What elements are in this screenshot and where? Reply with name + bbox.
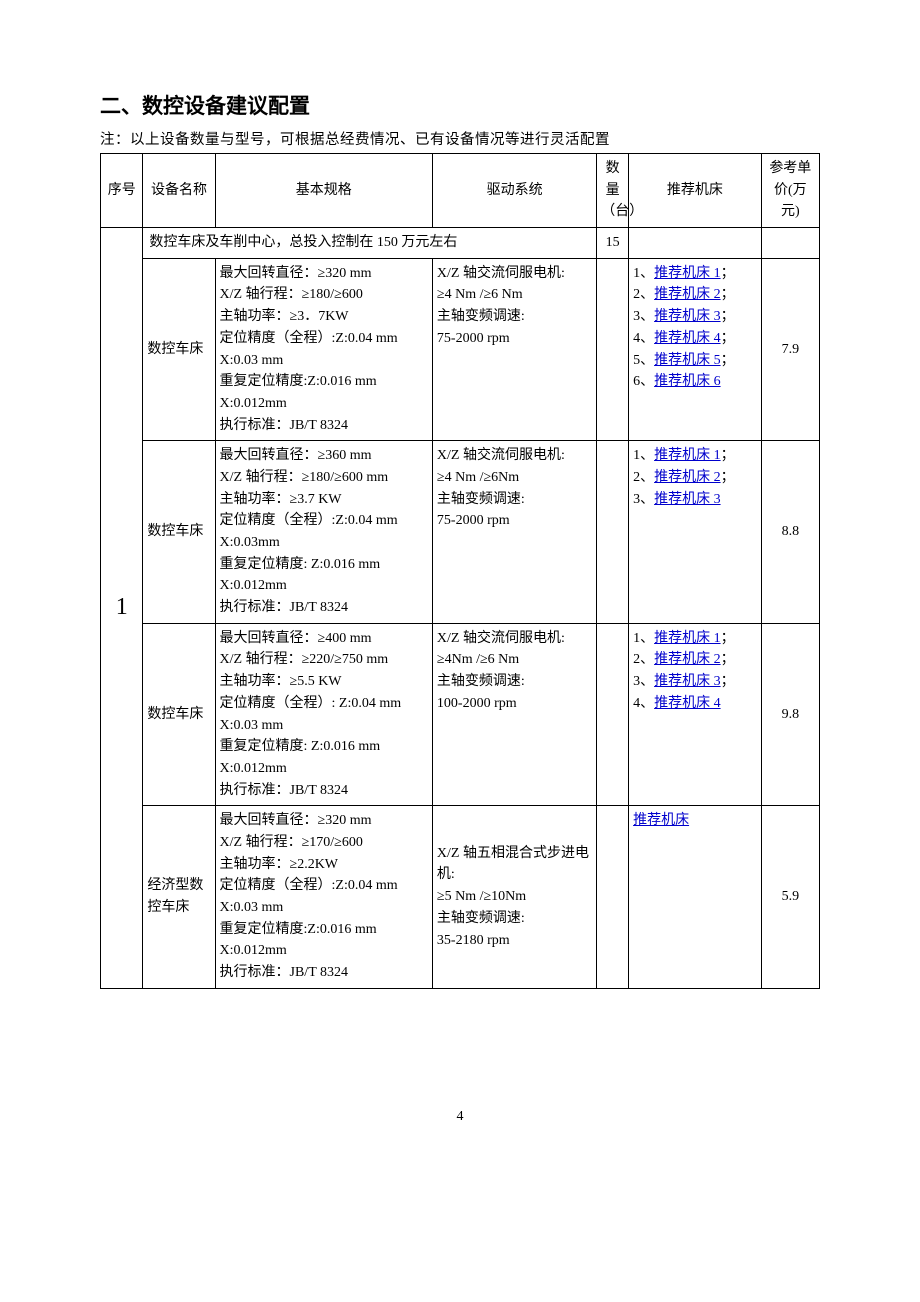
price-cell: 9.8 [761, 623, 819, 806]
spec-cell: 最大回转直径：≥320 mmX/Z 轴行程：≥170/≥600主轴功率：≥2.2… [215, 806, 432, 989]
page-number: 4 [100, 1109, 820, 1125]
spec-cell: 最大回转直径：≥360 mmX/Z 轴行程：≥180/≥600 mm主轴功率：≥… [215, 441, 432, 624]
spec-cell: 最大回转直径：≥320 mmX/Z 轴行程：≥180/≥600主轴功率：≥3．7… [215, 258, 432, 441]
recommend-link[interactable]: 推荐机床 1 [654, 448, 721, 463]
qty-cell [597, 623, 629, 806]
col-header-spec: 基本规格 [215, 154, 432, 228]
recommend-cell: 推荐机床 [629, 806, 762, 989]
recommend-link[interactable]: 推荐机床 2 [654, 470, 721, 485]
recommend-link[interactable]: 推荐机床 2 [654, 652, 721, 667]
drive-cell: X/Z 轴五相混合式步进电机:≥5 Nm /≥10Nm主轴变频调速:35-218… [432, 806, 596, 989]
section-row: 1数控车床及车削中心，总投入控制在 150 万元左右15 [101, 228, 820, 259]
recommend-link[interactable]: 推荐机床 3 [654, 492, 721, 507]
equipment-table: 序号 设备名称 基本规格 驱动系统 数量（台） 推荐机床 参考单价(万元) 1数… [100, 153, 820, 989]
table-header-row: 序号 设备名称 基本规格 驱动系统 数量（台） 推荐机床 参考单价(万元) [101, 154, 820, 228]
recommend-link[interactable]: 推荐机床 1 [654, 266, 721, 281]
col-header-rec: 推荐机床 [629, 154, 762, 228]
equipment-name: 经济型数控车床 [143, 806, 215, 989]
section-rec-empty [629, 228, 762, 259]
table-row: 经济型数控车床最大回转直径：≥320 mmX/Z 轴行程：≥170/≥600主轴… [101, 806, 820, 989]
recommend-link[interactable]: 推荐机床 3 [654, 309, 721, 324]
qty-cell [597, 441, 629, 624]
equipment-name: 数控车床 [143, 441, 215, 624]
drive-cell: X/Z 轴交流伺服电机:≥4 Nm /≥6 Nm主轴变频调速:75-2000 r… [432, 258, 596, 441]
recommend-link[interactable]: 推荐机床 2 [654, 287, 721, 302]
col-header-idx: 序号 [101, 154, 143, 228]
qty-cell [597, 258, 629, 441]
section-price-empty [761, 228, 819, 259]
equipment-name: 数控车床 [143, 623, 215, 806]
recommend-link[interactable]: 推荐机床 [633, 813, 689, 828]
spec-cell: 最大回转直径：≥400 mmX/Z 轴行程：≥220/≥750 mm主轴功率：≥… [215, 623, 432, 806]
drive-cell: X/Z 轴交流伺服电机:≥4 Nm /≥6Nm主轴变频调速:75-2000 rp… [432, 441, 596, 624]
recommend-cell: 1、推荐机床 1；2、推荐机床 2；3、推荐机床 3；4、推荐机床 4 [629, 623, 762, 806]
recommend-link[interactable]: 推荐机床 5 [654, 353, 721, 368]
recommend-cell: 1、推荐机床 1；2、推荐机床 2；3、推荐机床 3；4、推荐机床 4；5、推荐… [629, 258, 762, 441]
price-cell: 7.9 [761, 258, 819, 441]
table-row: 数控车床最大回转直径：≥320 mmX/Z 轴行程：≥180/≥600主轴功率：… [101, 258, 820, 441]
section-qty: 15 [597, 228, 629, 259]
section-title: 数控车床及车削中心，总投入控制在 150 万元左右 [143, 228, 597, 259]
recommend-cell: 1、推荐机床 1；2、推荐机床 2；3、推荐机床 3 [629, 441, 762, 624]
section-heading: 二、数控设备建议配置 [100, 90, 820, 120]
col-header-price: 参考单价(万元) [761, 154, 819, 228]
drive-cell: X/Z 轴交流伺服电机:≥4Nm /≥6 Nm主轴变频调速:100-2000 r… [432, 623, 596, 806]
note-text: 注：以上设备数量与型号，可根据总经费情况、已有设备情况等进行灵活配置 [100, 128, 820, 149]
table-row: 数控车床最大回转直径：≥360 mmX/Z 轴行程：≥180/≥600 mm主轴… [101, 441, 820, 624]
recommend-link[interactable]: 推荐机床 4 [654, 331, 721, 346]
col-header-drive: 驱动系统 [432, 154, 596, 228]
price-cell: 8.8 [761, 441, 819, 624]
recommend-link[interactable]: 推荐机床 4 [654, 696, 721, 711]
col-header-qty: 数量（台） [597, 154, 629, 228]
recommend-link[interactable]: 推荐机床 6 [654, 374, 721, 389]
price-cell: 5.9 [761, 806, 819, 989]
qty-cell [597, 806, 629, 989]
recommend-link[interactable]: 推荐机床 1 [654, 631, 721, 646]
table-row: 数控车床最大回转直径：≥400 mmX/Z 轴行程：≥220/≥750 mm主轴… [101, 623, 820, 806]
group-index: 1 [101, 228, 143, 989]
equipment-name: 数控车床 [143, 258, 215, 441]
col-header-name: 设备名称 [143, 154, 215, 228]
recommend-link[interactable]: 推荐机床 3 [654, 674, 721, 689]
